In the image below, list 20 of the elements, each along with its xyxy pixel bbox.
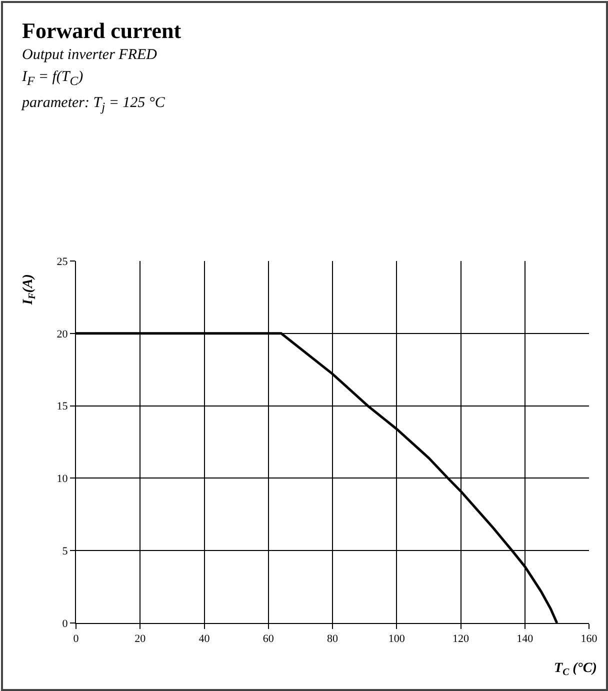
chart-subtitle: Output inverter FRED	[22, 46, 158, 65]
y-tick-label: 20	[56, 328, 68, 340]
y-tick-label: 15	[56, 400, 68, 413]
y-tick-label: 10	[56, 473, 68, 486]
y-tick-label: 5	[62, 545, 68, 558]
text: parameter: T$_{j}$ = 125 °C	[22, 94, 166, 116]
x-tick-label: 40	[198, 633, 210, 646]
x-tick-label: 100	[388, 633, 406, 646]
text: I$_{F}$ = f(T$_{C}$)	[22, 68, 84, 90]
chart-title: Forward current	[22, 18, 182, 44]
x-tick-label: 120	[452, 633, 470, 646]
x-tick-label: 160	[580, 633, 598, 646]
x-axis-title: T$_{C}$ (°C)	[554, 661, 597, 678]
x-tick-label: 80	[327, 633, 338, 646]
x-tick-label: 20	[134, 633, 146, 646]
x-tick-label: 0	[73, 633, 80, 646]
x-tick-label: 60	[262, 633, 274, 646]
y-tick-label: 0	[62, 618, 68, 630]
y-tick-label: 25	[56, 256, 68, 268]
x-tick-label: 140	[516, 633, 534, 646]
